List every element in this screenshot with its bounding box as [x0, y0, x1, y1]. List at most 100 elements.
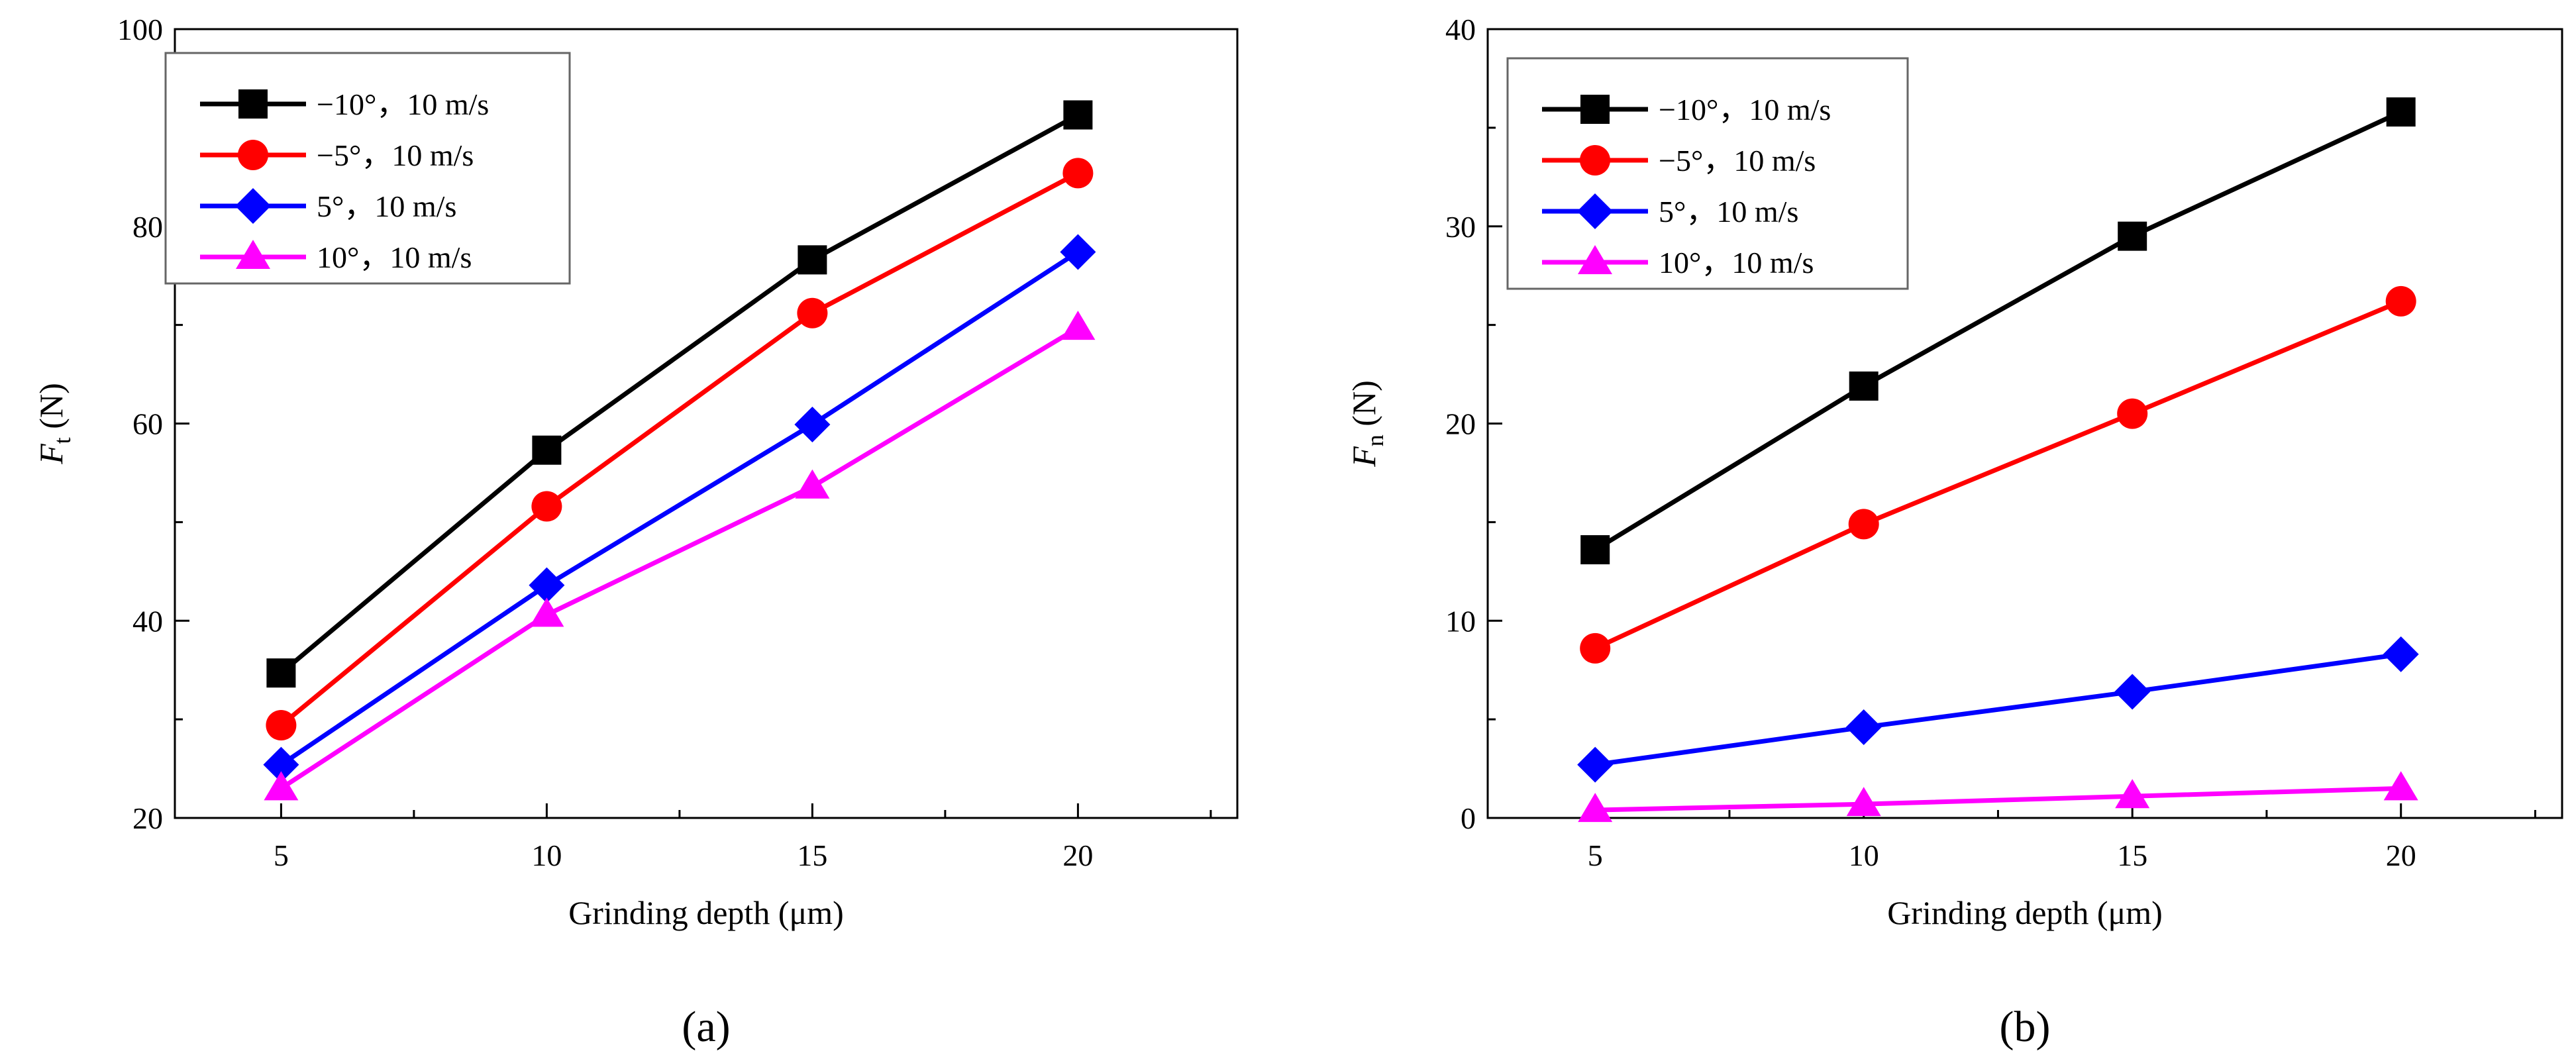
legend-label: −10°，10 m/s [1659, 93, 1831, 126]
legend: −10°，10 m/s −5°，10 m/s 5°，10 m/s 10°，10 m/s [164, 52, 571, 285]
y-tick-label: 20 [1445, 407, 1476, 441]
series-0 [266, 100, 1093, 688]
data-point [2118, 221, 2147, 251]
legend-label: 10°，10 m/s [317, 240, 472, 274]
data-point [532, 435, 562, 465]
legend-label: −10°，10 m/s [317, 87, 489, 121]
legend-marker [236, 240, 270, 269]
chart-panel-a: 5 10 15 20 20 40 60 80 100 Grinding depth (μm) Ft … [32, 13, 1239, 1051]
series-1 [266, 158, 1094, 741]
y-axis-label: Fn (N) [1345, 380, 1388, 467]
x-tick-label: 15 [797, 838, 827, 872]
data-point [1577, 746, 1614, 783]
data-point [2117, 398, 2148, 429]
data-point [2383, 636, 2419, 672]
y-axis-label-symbol: F [1345, 446, 1382, 468]
legend-marker [238, 89, 268, 119]
series-line [1594, 652, 2402, 768]
data-point [263, 746, 299, 783]
data-point [266, 710, 297, 741]
legend-label: −5°，10 m/s [317, 138, 474, 172]
x-tick-label: 5 [274, 838, 289, 872]
series-line [280, 326, 1080, 791]
y-tick-label: 20 [132, 801, 163, 835]
data-point [2115, 779, 2150, 809]
data-point [266, 658, 296, 688]
series-line [280, 250, 1080, 767]
y-axis-label-unit: (N) [32, 383, 70, 437]
data-point [1849, 371, 1879, 401]
series-line [1595, 785, 2401, 813]
data-point [1060, 234, 1096, 270]
data-point [1848, 509, 1879, 540]
legend-marker [1578, 245, 1612, 274]
series-line [1594, 109, 2402, 552]
data-point [1578, 793, 1613, 823]
panel-label: (b) [2000, 1003, 2051, 1051]
data-point [2114, 674, 2151, 710]
data-point [1062, 158, 1094, 189]
y-tick-label: 40 [132, 604, 163, 638]
y-axis-label-subscript: n [1362, 434, 1388, 446]
series-2 [1577, 636, 2419, 783]
legend-label: 10°，10 m/s [1659, 246, 1814, 279]
data-point [1580, 535, 1610, 565]
data-point [795, 469, 830, 499]
y-tick-label: 0 [1461, 801, 1476, 835]
data-point [2385, 285, 2416, 317]
legend-frame [1506, 57, 1909, 290]
series-line [1594, 299, 2402, 651]
panel-label: (a) [682, 1003, 730, 1051]
series-1 [1580, 285, 2416, 664]
x-tick-label: 15 [2117, 838, 2147, 872]
data-point [529, 567, 565, 603]
data-point [531, 491, 562, 522]
y-axis-label-unit: (N) [1345, 380, 1382, 434]
y-tick-label: 80 [132, 210, 163, 244]
series-line [280, 171, 1080, 727]
chart-panel-b: 5 10 15 20 0 10 20 30 40 Grinding depth (μm) Fn (N… [1345, 13, 2563, 1051]
legend-marker [235, 188, 271, 224]
data-point [797, 297, 828, 328]
x-axis-label: Grinding depth (μm) [1887, 894, 2163, 931]
data-point [794, 406, 831, 442]
x-tick-label: 20 [2386, 838, 2416, 872]
data-point [1845, 709, 1882, 746]
y-tick-label: 10 [1445, 604, 1476, 638]
legend-label: −5°，10 m/s [1659, 144, 1816, 177]
data-point [529, 597, 564, 627]
x-tick-label: 20 [1062, 838, 1093, 872]
x-axis-label: Grinding depth (μm) [568, 894, 844, 931]
x-tick-label: 5 [1588, 838, 1603, 872]
legend-label: 5°，10 m/s [317, 189, 456, 223]
legend: −10°，10 m/s −5°，10 m/s 5°，10 m/s 10°，10 m/s [1506, 57, 1909, 290]
series-3 [264, 311, 1096, 801]
series-0 [1580, 97, 2416, 565]
data-point [2383, 771, 2418, 801]
legend-label: 5°，10 m/s [1659, 195, 1798, 228]
legend-frame [164, 52, 571, 285]
x-tick-label: 10 [531, 838, 562, 872]
data-point [1846, 787, 1881, 817]
series-2 [263, 234, 1096, 783]
legend-marker [1577, 193, 1613, 229]
legend-marker [238, 140, 268, 170]
y-tick-label: 60 [132, 407, 163, 441]
y-tick-label: 100 [117, 13, 163, 46]
data-point [798, 245, 827, 275]
data-point [1063, 100, 1093, 130]
data-point [2386, 97, 2416, 127]
y-axis-label: Ft (N) [32, 383, 76, 464]
y-tick-label: 40 [1445, 13, 1476, 46]
data-point [1060, 311, 1096, 340]
data-point [1580, 632, 1611, 664]
y-axis-label-subscript: t [49, 437, 76, 444]
series-3 [1578, 771, 2418, 823]
x-tick-label: 10 [1849, 838, 1879, 872]
y-tick-label: 30 [1445, 210, 1476, 244]
legend-marker [1580, 95, 1610, 124]
data-point [264, 771, 299, 801]
y-axis-label-symbol: F [32, 444, 70, 465]
